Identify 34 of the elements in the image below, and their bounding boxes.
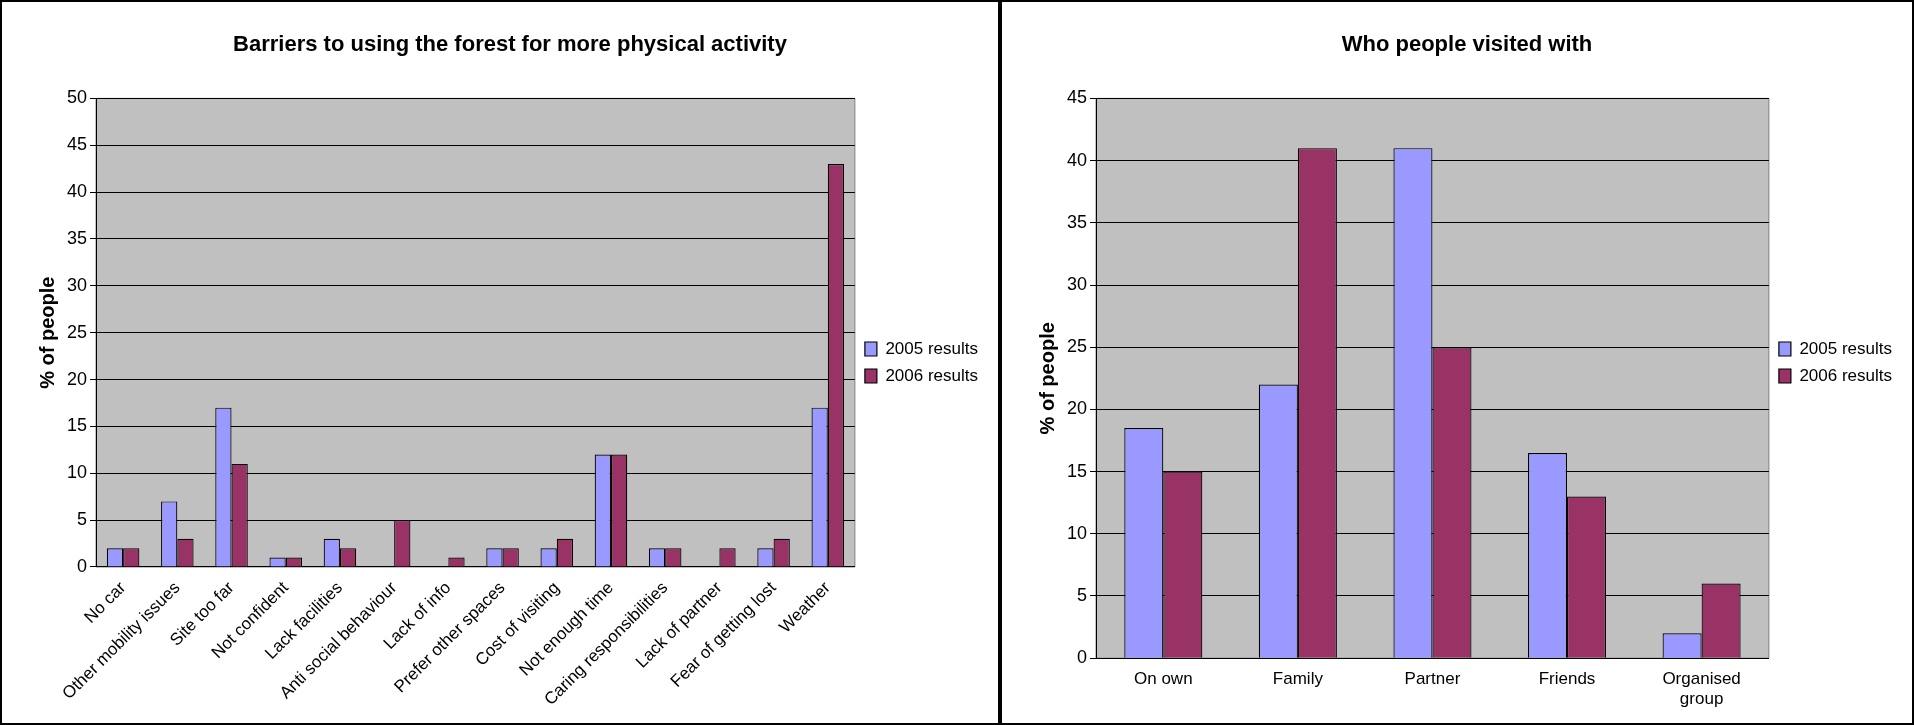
x-tick-label: Partner bbox=[1404, 669, 1461, 689]
y-tick-label: 45 bbox=[1066, 87, 1088, 108]
y-tick-label: 30 bbox=[66, 274, 88, 295]
x-tick-label: Family bbox=[1272, 669, 1324, 689]
y-tick-label: 15 bbox=[66, 415, 88, 436]
y-tick-label: 35 bbox=[66, 227, 88, 248]
y-tick-label: 15 bbox=[1066, 460, 1088, 481]
x-tick-label: Organised group bbox=[1662, 669, 1741, 709]
y-tick-label: 10 bbox=[1066, 522, 1088, 543]
y-tick-label: 25 bbox=[1066, 336, 1088, 357]
y-axis-title: % of people bbox=[1035, 322, 1058, 435]
legend-label: 2006 results bbox=[1799, 365, 1893, 385]
y-tick-label: 25 bbox=[66, 321, 88, 342]
y-tick-label: 5 bbox=[77, 509, 88, 530]
y-tick-label: 10 bbox=[66, 462, 88, 483]
legend-label: 2005 results bbox=[1799, 338, 1893, 358]
y-tick-label: 50 bbox=[66, 87, 88, 108]
y-tick-label: 35 bbox=[1066, 211, 1088, 232]
y-tick-label: 30 bbox=[1066, 273, 1088, 294]
x-tick-label: On own bbox=[1134, 669, 1193, 689]
y-tick-label: 20 bbox=[66, 368, 88, 389]
y-tick-label: 0 bbox=[1077, 647, 1088, 668]
y-tick-label: 40 bbox=[1066, 149, 1088, 170]
chart-title: Who people visited with bbox=[1341, 31, 1593, 57]
y-axis-title: % of people bbox=[35, 276, 58, 389]
y-tick-label: 20 bbox=[1066, 398, 1088, 419]
y-tick-label: 0 bbox=[77, 555, 88, 576]
y-tick-label: 45 bbox=[66, 134, 88, 155]
y-tick-label: 5 bbox=[1077, 584, 1088, 605]
legend-label: 2006 results bbox=[885, 365, 979, 385]
y-tick-label: 40 bbox=[66, 181, 88, 202]
x-tick-label: Friends bbox=[1538, 669, 1596, 689]
chart-title: Barriers to using the forest for more physical activity bbox=[233, 31, 788, 57]
legend-label: 2005 results bbox=[885, 338, 979, 358]
